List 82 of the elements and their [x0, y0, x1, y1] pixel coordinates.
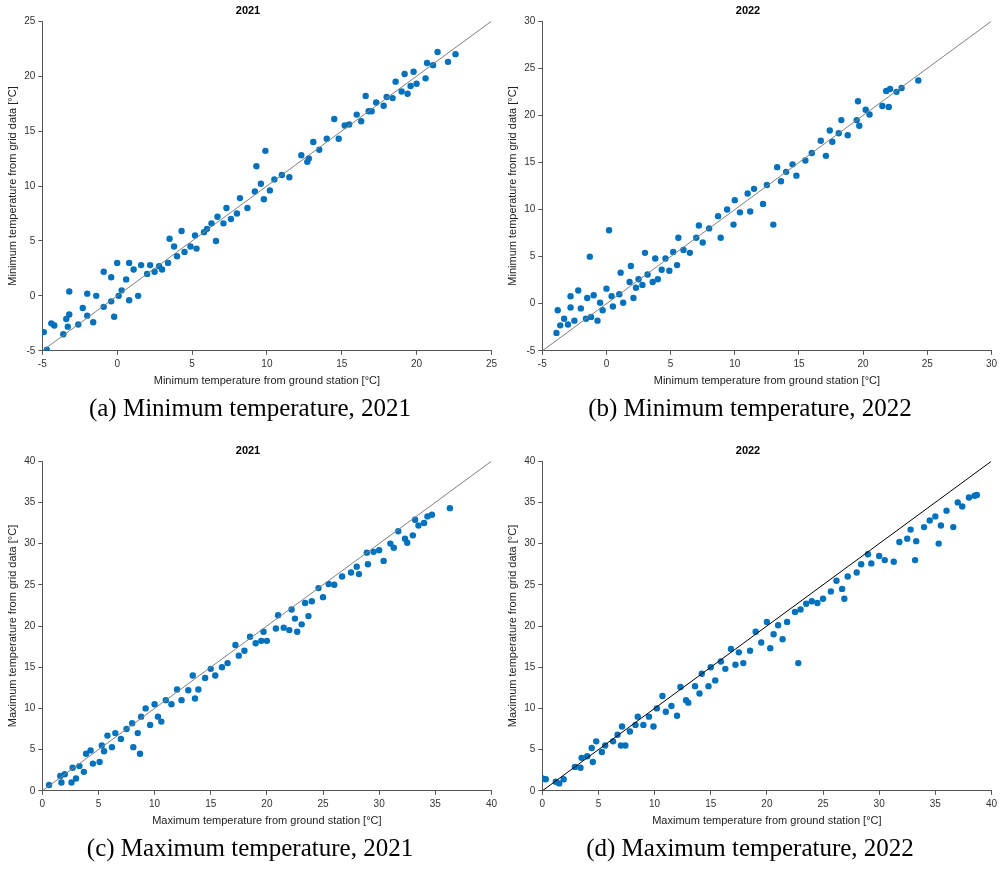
y-axis-title: Minimum temperature from grid data [°C]	[5, 86, 18, 286]
chart-title: 2021	[235, 3, 261, 16]
x-axis-title: Minimum temperature from ground station [°C]	[153, 374, 381, 387]
x-tick-label: 5	[595, 797, 602, 809]
x-tick-label: 0	[539, 797, 546, 809]
y-axis-title: Maximum temperature from grid data [°C]	[5, 524, 18, 728]
x-tick-label: 25	[317, 797, 330, 809]
y-tick-label: 15	[524, 156, 536, 168]
x-tick-label: 20	[261, 797, 273, 809]
chart-title: 2021	[235, 443, 261, 456]
x-tick-label: 0	[39, 797, 46, 809]
x-tick-label: 5	[95, 797, 102, 809]
y-tick-label: 30	[24, 537, 36, 549]
x-tick-label: 30	[873, 797, 886, 809]
y-axis-title: Maximum temperature from grid data [°C]	[505, 524, 518, 728]
x-tick-label: 20	[857, 357, 870, 369]
x-tick-label: 10	[261, 357, 273, 369]
x-tick-label: 25	[921, 357, 934, 369]
x-axis-title: Maximum temperature from ground station [°C]	[152, 814, 382, 827]
y-tick-label: 0	[29, 289, 36, 301]
y-tick-label: 10	[524, 702, 536, 714]
y-tick-label: 35	[24, 496, 36, 508]
y-tick-label: 0	[529, 784, 536, 796]
y-tick-label: 20	[524, 619, 536, 631]
y-tick-label: 5	[529, 250, 536, 262]
y-tick-label: 5	[529, 743, 536, 755]
y-tick-label: 15	[24, 660, 36, 672]
x-tick-label: 10	[649, 797, 661, 809]
x-tick-label: 10	[729, 357, 741, 369]
x-tick-label: 40	[485, 797, 498, 809]
y-tick-label: 5	[29, 234, 36, 246]
x-tick-label: 15	[205, 797, 217, 809]
y-tick-label: 25	[24, 14, 36, 26]
y-tick-label: 25	[524, 578, 536, 590]
chart-title: 2022	[735, 443, 761, 456]
x-tick-label: 35	[929, 797, 942, 809]
y-tick-label: 10	[24, 702, 36, 714]
x-tick-label: 15	[793, 357, 805, 369]
x-tick-label: 20	[411, 357, 423, 369]
y-tick-label: -5	[526, 344, 536, 356]
y-tick-label: 15	[24, 124, 36, 136]
y-tick-label: 10	[524, 203, 536, 215]
y-tick-label: 0	[529, 297, 536, 309]
x-tick-label: 0	[114, 357, 121, 369]
y-tick-label: 30	[524, 14, 536, 26]
x-tick-label: 25	[485, 357, 498, 369]
x-tick-label: 30	[373, 797, 386, 809]
x-axis-title: Maximum temperature from ground station [°C]	[652, 814, 882, 827]
x-tick-label: -5	[537, 357, 548, 369]
x-axis-title: Minimum temperature from ground station [°C]	[653, 374, 881, 387]
y-tick-label: -5	[26, 344, 36, 356]
y-tick-label: 25	[24, 578, 36, 590]
x-tick-label: 5	[189, 357, 196, 369]
y-tick-label: 20	[24, 619, 36, 631]
x-tick-label: 0	[603, 357, 610, 369]
text: (b) Minimum temperature, 2022	[587, 394, 913, 422]
y-tick-label: 0	[29, 784, 36, 796]
x-tick-label: 30	[985, 357, 998, 369]
y-tick-label: 10	[24, 179, 36, 191]
y-tick-label: 25	[524, 62, 536, 74]
y-tick-label: 15	[524, 660, 536, 672]
text: (d) Maximum temperature, 2022	[585, 834, 915, 862]
y-tick-label: 20	[24, 69, 36, 81]
y-axis-title: Minimum temperature from grid data [°C]	[505, 86, 518, 286]
x-tick-label: 40	[985, 797, 998, 809]
x-tick-label: 10	[149, 797, 161, 809]
x-tick-label: -5	[37, 357, 48, 369]
x-tick-label: 20	[761, 797, 773, 809]
text: (a) Minimum temperature, 2021	[87, 394, 413, 422]
y-tick-label: 5	[29, 743, 36, 755]
text: (c) Maximum temperature, 2021	[85, 834, 415, 862]
chart-title: 2022	[735, 3, 761, 16]
x-tick-label: 15	[336, 357, 348, 369]
x-tick-label: 5	[667, 357, 674, 369]
y-tick-label: 30	[524, 537, 536, 549]
y-tick-label: 20	[524, 109, 536, 121]
x-tick-label: 15	[705, 797, 717, 809]
y-tick-label: 40	[24, 454, 36, 466]
x-tick-label: 35	[429, 797, 442, 809]
y-tick-label: 35	[524, 496, 536, 508]
x-tick-label: 25	[817, 797, 830, 809]
y-tick-label: 40	[524, 454, 536, 466]
